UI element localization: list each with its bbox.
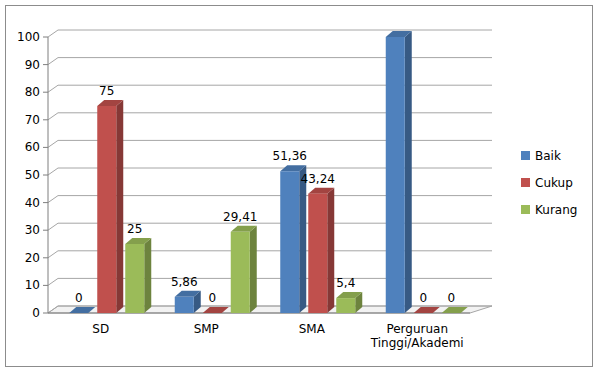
legend-label: Cukup bbox=[535, 176, 573, 190]
bar-top bbox=[231, 226, 257, 232]
tick-mark bbox=[43, 37, 48, 38]
legend: Baik Cukup Kurang bbox=[521, 149, 577, 217]
data-label: 5,86 bbox=[171, 275, 198, 289]
grid-line bbox=[48, 30, 492, 37]
data-label: 0 bbox=[75, 291, 83, 305]
category-line: SMP bbox=[194, 322, 219, 336]
data-label: 43,24 bbox=[301, 172, 335, 186]
bar-3d bbox=[231, 226, 257, 313]
category-line: SD bbox=[92, 322, 109, 336]
chart-frame bbox=[6, 6, 593, 367]
tick-mark bbox=[43, 202, 48, 203]
data-label: 0 bbox=[447, 291, 455, 305]
bar bbox=[175, 297, 194, 313]
category-label: PerguruanTinggi/Akademi bbox=[370, 322, 464, 350]
tick-label: 40 bbox=[25, 196, 40, 210]
bars bbox=[69, 31, 468, 313]
bar-top bbox=[175, 291, 201, 297]
bar-top bbox=[414, 307, 440, 313]
tick-mark bbox=[43, 175, 48, 176]
tick-label: 10 bbox=[25, 278, 40, 292]
bar bbox=[125, 244, 144, 313]
tick-label: 90 bbox=[25, 58, 40, 72]
data-label: 0 bbox=[419, 291, 427, 305]
bar-3d bbox=[336, 292, 362, 313]
category-label: SMA bbox=[299, 322, 326, 336]
tick-mark bbox=[43, 64, 48, 65]
bar-3d bbox=[97, 100, 123, 313]
tick-mark bbox=[43, 92, 48, 93]
bar-3d bbox=[386, 31, 412, 313]
bar bbox=[280, 171, 299, 313]
bar-side bbox=[405, 31, 412, 313]
tick-label: 20 bbox=[25, 251, 40, 265]
category-label: SMP bbox=[194, 322, 219, 336]
bar-side bbox=[144, 238, 151, 313]
data-label: 0 bbox=[208, 291, 216, 305]
bar-top bbox=[442, 307, 468, 313]
tick-label: 70 bbox=[25, 113, 40, 127]
bar bbox=[308, 194, 327, 313]
bar-3d bbox=[280, 165, 306, 313]
bar bbox=[386, 37, 405, 313]
bar bbox=[231, 232, 250, 313]
y-axis bbox=[48, 37, 49, 313]
data-label: 5,4 bbox=[336, 276, 355, 290]
tick-label: 60 bbox=[25, 140, 40, 154]
bar-3d bbox=[414, 307, 440, 313]
bar-3d bbox=[69, 307, 95, 313]
data-labels: 0 75 25 5,86 0 29,41 51,36 43,24 5,4 0 0 bbox=[75, 84, 455, 305]
bar-top bbox=[386, 31, 412, 37]
legend-label: Kurang bbox=[535, 203, 577, 217]
bar-top bbox=[203, 307, 229, 313]
bar-3d bbox=[308, 188, 334, 313]
bar bbox=[97, 106, 116, 313]
bar-3d bbox=[203, 307, 229, 313]
bar bbox=[442, 313, 461, 314]
bar bbox=[414, 313, 433, 314]
bar-side bbox=[116, 100, 123, 313]
tick-mark bbox=[43, 257, 48, 258]
tick-label: 0 bbox=[32, 306, 40, 320]
bar-top bbox=[336, 292, 362, 298]
bar-top bbox=[69, 307, 95, 313]
data-label: 51,36 bbox=[273, 149, 307, 163]
bar-3d bbox=[442, 307, 468, 313]
tick-label: 30 bbox=[25, 223, 40, 237]
tick-mark bbox=[43, 119, 48, 120]
data-label: 25 bbox=[127, 222, 142, 236]
tick-label: 50 bbox=[25, 168, 40, 182]
tick-mark bbox=[43, 230, 48, 231]
bar-top bbox=[125, 238, 151, 244]
bar-top bbox=[308, 188, 334, 194]
bar bbox=[203, 313, 222, 314]
category-line: Perguruan bbox=[386, 322, 448, 336]
bar-side bbox=[299, 165, 306, 313]
tick-label: 80 bbox=[25, 85, 40, 99]
grid-line bbox=[48, 85, 492, 92]
bar-3d bbox=[175, 291, 201, 313]
grid-line bbox=[48, 58, 492, 65]
tick-mark bbox=[43, 313, 48, 314]
tick-mark bbox=[43, 285, 48, 286]
bar bbox=[336, 298, 355, 313]
legend-label: Baik bbox=[535, 149, 561, 163]
tick-mark bbox=[43, 147, 48, 148]
tick-label: 100 bbox=[17, 30, 40, 44]
bar bbox=[69, 313, 88, 314]
data-label: 75 bbox=[99, 84, 114, 98]
data-label: 29,41 bbox=[223, 210, 257, 224]
legend-swatch bbox=[521, 205, 530, 214]
legend-swatch bbox=[521, 178, 530, 187]
category-line: Tinggi/Akademi bbox=[370, 336, 464, 350]
bar-top bbox=[280, 165, 306, 171]
bar-side bbox=[327, 188, 334, 313]
category-line: SMA bbox=[299, 322, 326, 336]
category-label: SD bbox=[92, 322, 109, 336]
bar-3d bbox=[125, 238, 151, 313]
bar-top bbox=[97, 100, 123, 106]
bar-side bbox=[250, 226, 257, 313]
legend-swatch bbox=[521, 151, 530, 160]
